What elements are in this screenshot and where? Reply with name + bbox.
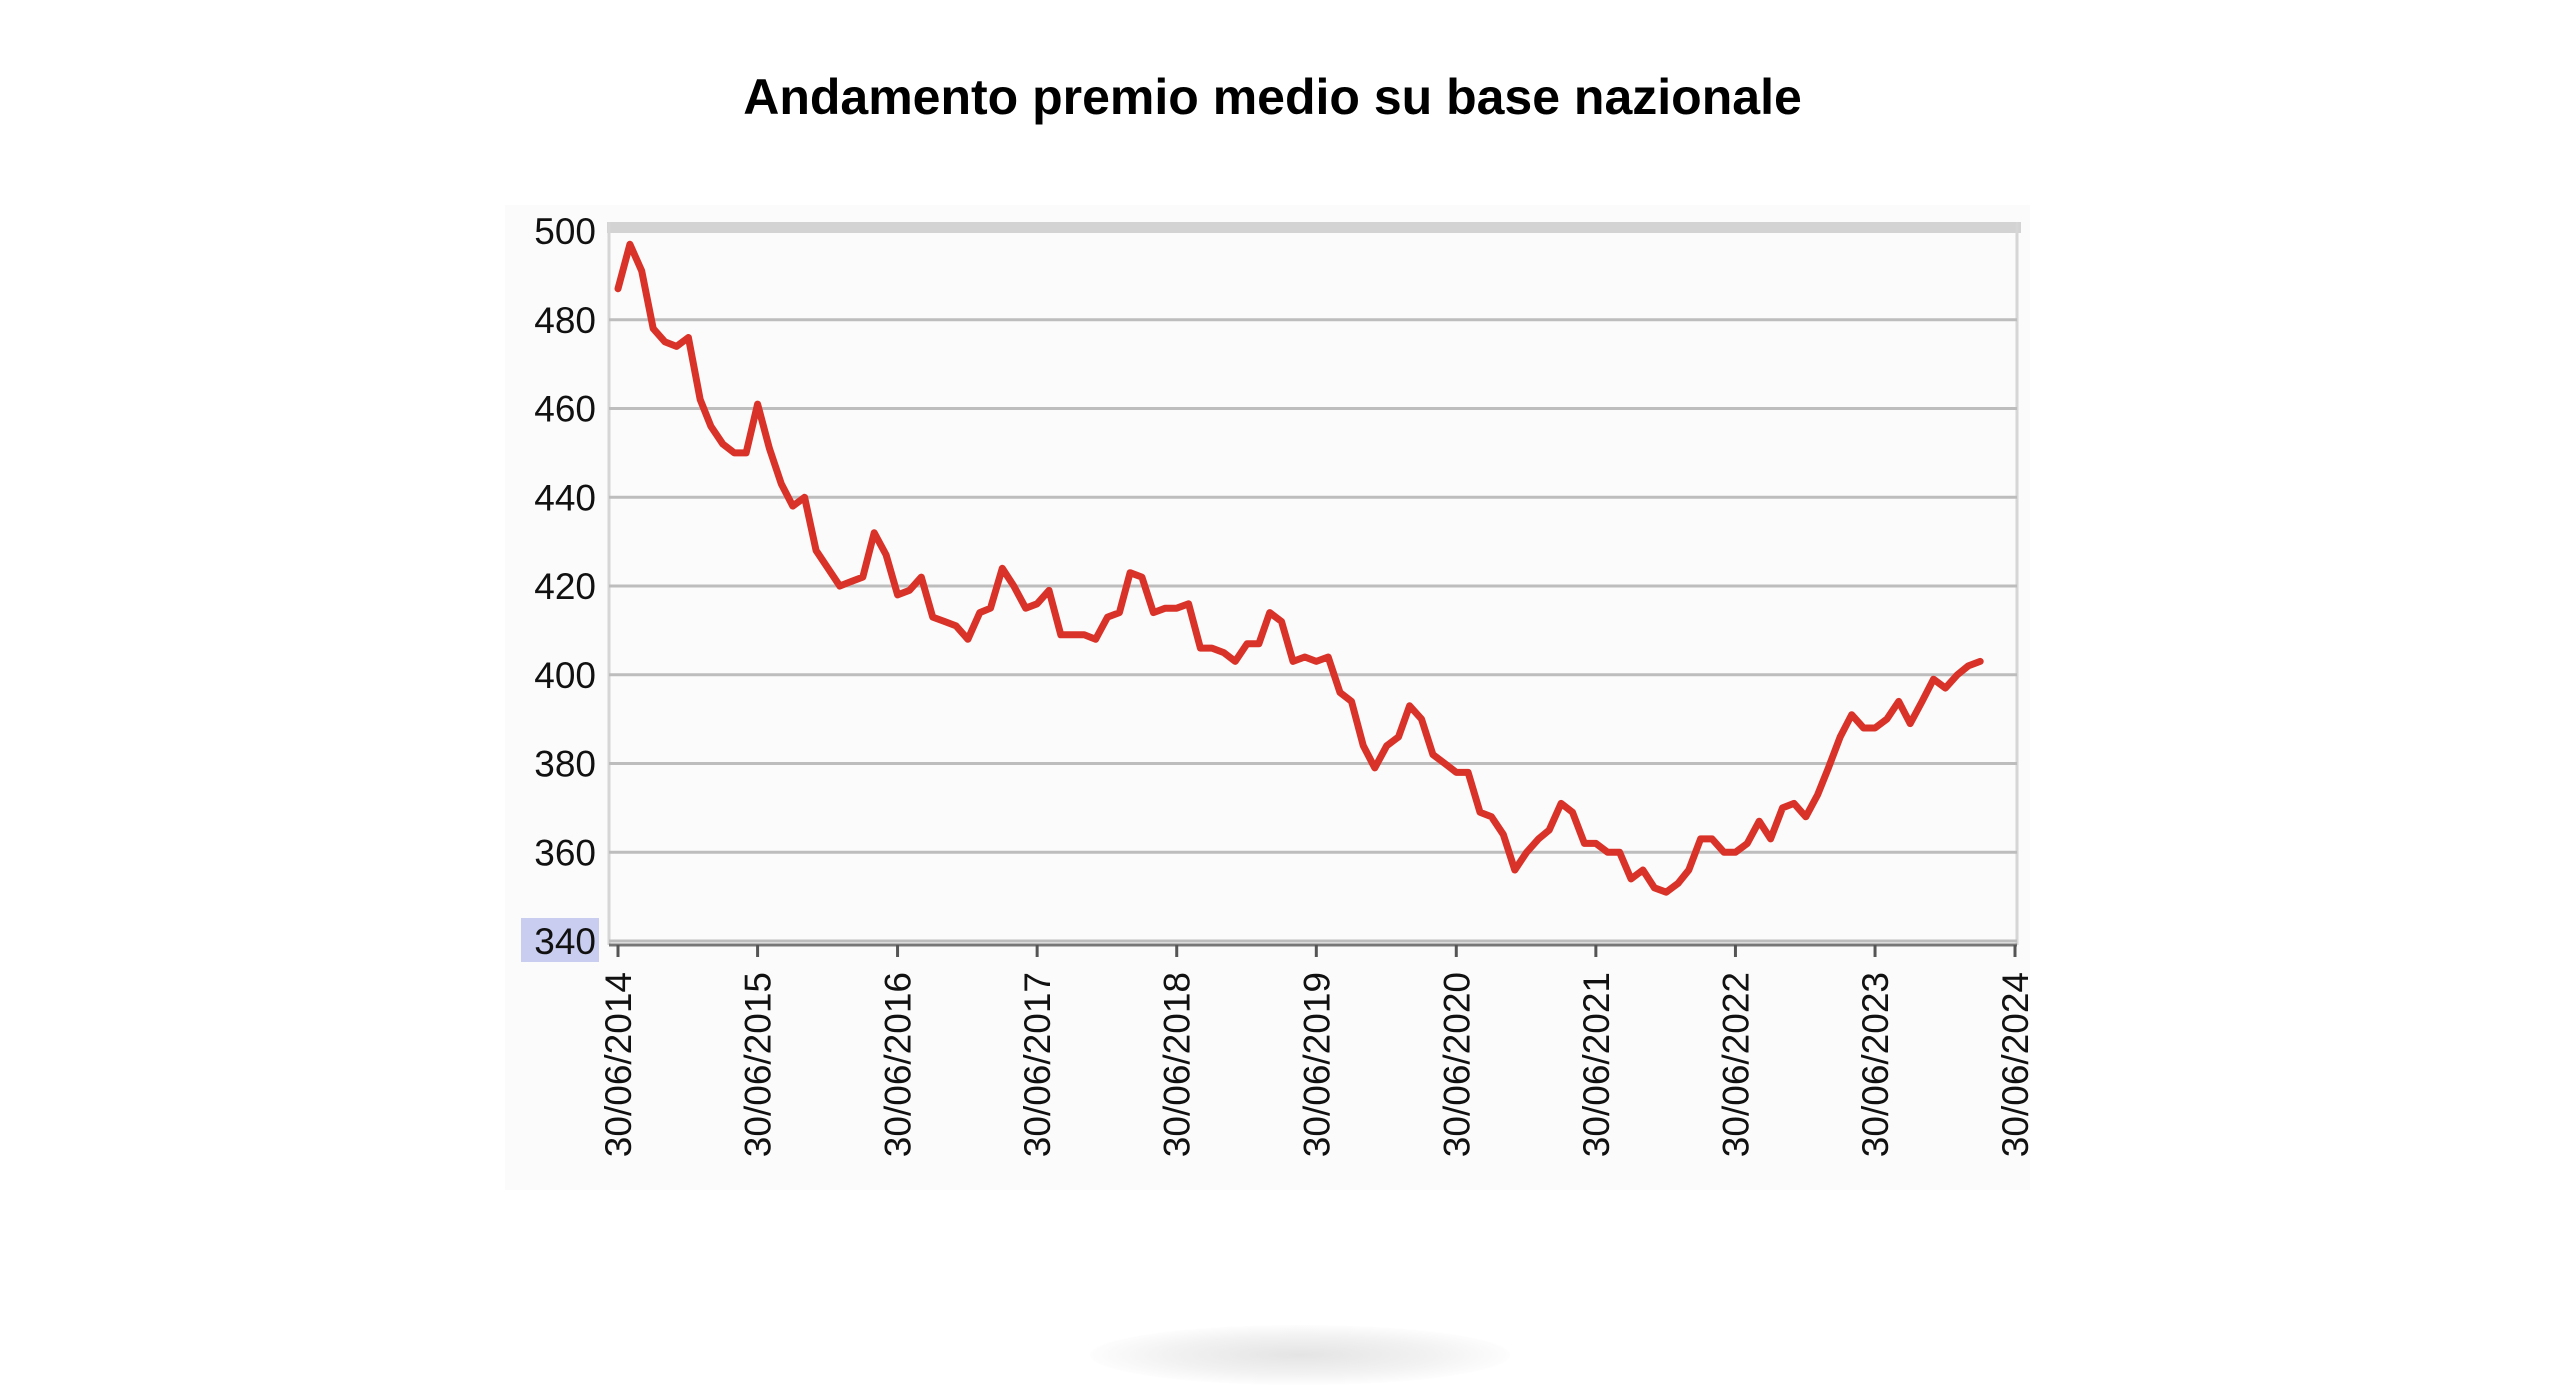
y-tick-label-480: 480 [534,300,596,341]
x-tick-label-5: 30/06/2019 [1296,972,1337,1157]
y-tick-label-340: 340 [534,921,596,962]
x-tick-label-3: 30/06/2017 [1017,972,1058,1157]
y-tick-label-420: 420 [534,566,596,607]
y-tick-highlight [521,918,599,962]
x-tick-label-2: 30/06/2016 [878,972,919,1157]
y-tick-label-400: 400 [534,655,596,696]
y-axis-tick-labels: 500 480 460 440 420 400 380 360 340 [521,211,599,962]
x-tick-label-1: 30/06/2015 [738,972,779,1157]
y-tick-label-360: 360 [534,832,596,873]
x-tick-label-6: 30/06/2020 [1436,972,1477,1157]
chart-title: Andamento premio medio su base nazionale [743,69,1802,125]
plot-frame [607,222,2021,945]
x-tick-label-0: 30/06/2014 [598,972,639,1157]
series-layer [614,240,1984,896]
x-tick-label-4: 30/06/2018 [1157,972,1198,1157]
x-tick-label-7: 30/06/2021 [1576,972,1617,1157]
y-tick-label-500: 500 [534,211,596,252]
y-tick-label-380: 380 [534,744,596,785]
chart-panel-background [505,205,2030,1190]
x-axis: 30/06/2014 30/06/2015 30/06/2016 30/06/2017… [598,943,2036,1157]
x-tick-label-8: 30/06/2022 [1715,972,1756,1157]
x-tick-label-10: 30/06/2024 [1995,972,2036,1157]
bottom-shadow [1090,1325,1510,1385]
series-line-0 [614,240,1984,896]
x-tick-label-9: 30/06/2023 [1855,972,1896,1157]
plot-top-bar [607,222,2021,233]
y-tick-label-440: 440 [534,477,596,518]
y-tick-label-460: 460 [534,389,596,430]
